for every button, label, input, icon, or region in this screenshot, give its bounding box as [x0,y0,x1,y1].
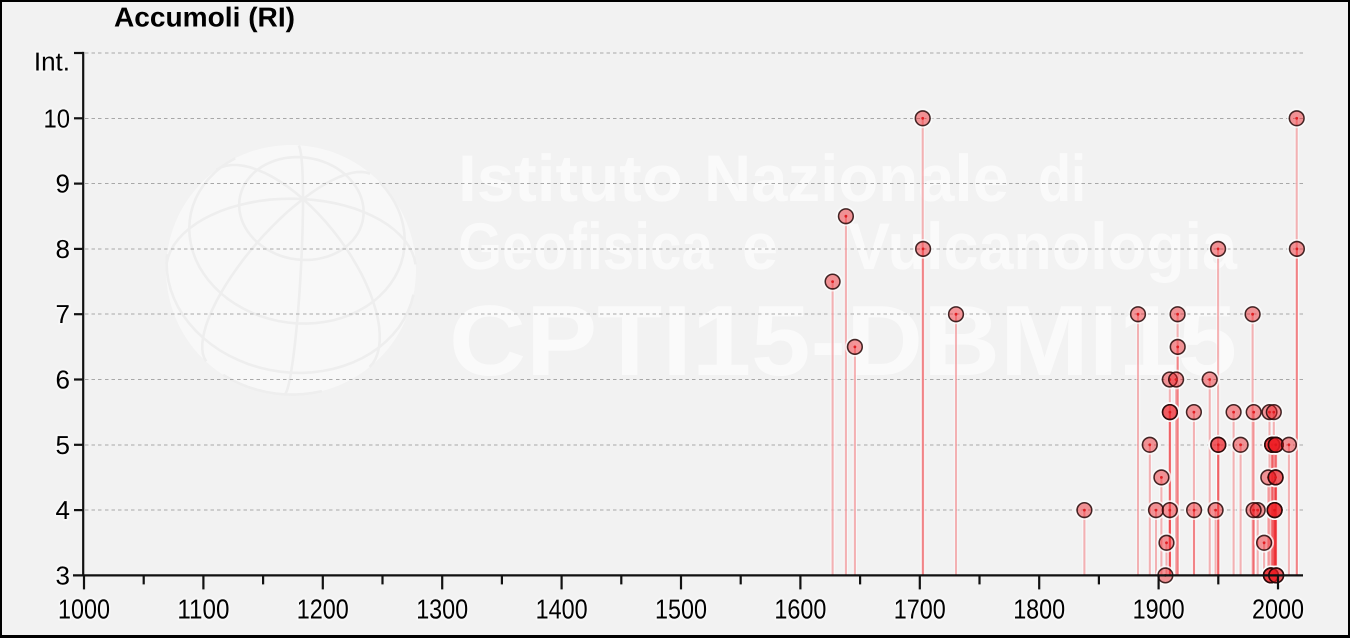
svg-text:1700: 1700 [894,594,946,625]
svg-text:1400: 1400 [536,594,588,625]
svg-text:di: di [1038,141,1086,215]
svg-text:1500: 1500 [655,594,707,625]
svg-text:Nazionale: Nazionale [704,141,1009,215]
svg-text:9: 9 [56,169,70,199]
svg-text:10: 10 [44,103,71,133]
svg-text:1800: 1800 [1013,594,1065,625]
svg-text:7: 7 [56,299,70,329]
svg-text:e: e [742,209,778,283]
svg-text:4: 4 [56,495,70,525]
svg-text:5: 5 [56,430,70,460]
svg-text:Geofisica: Geofisica [458,209,714,283]
svg-text:Vulcanologia: Vulcanologia [848,209,1238,283]
svg-text:Accumoli (RI): Accumoli (RI) [114,2,295,33]
svg-text:8: 8 [56,234,70,264]
svg-text:CPTI15-DBMI15: CPTI15-DBMI15 [449,285,1237,397]
svg-text:3: 3 [56,560,70,590]
svg-text:1000: 1000 [58,594,110,625]
svg-text:1900: 1900 [1133,594,1185,625]
svg-text:Int.: Int. [34,46,70,76]
svg-text:1200: 1200 [297,594,349,625]
svg-text:Istituto: Istituto [458,141,683,215]
svg-text:6: 6 [56,365,70,395]
svg-text:2000: 2000 [1252,594,1304,625]
svg-text:1600: 1600 [774,594,826,625]
svg-text:1100: 1100 [177,594,229,625]
svg-text:1300: 1300 [416,594,468,625]
